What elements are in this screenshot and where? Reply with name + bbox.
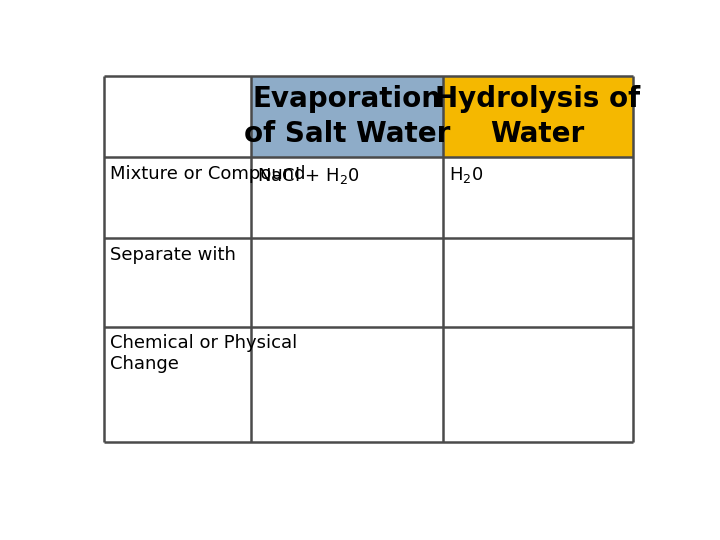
Text: Separate with: Separate with <box>110 246 236 264</box>
Text: Chemical or Physical
Change: Chemical or Physical Change <box>110 334 297 373</box>
Text: NaCl + H$_2$0: NaCl + H$_2$0 <box>258 165 360 186</box>
Bar <box>443 76 632 157</box>
Text: Evaporation
of Salt Water: Evaporation of Salt Water <box>244 85 450 148</box>
Text: H$_2$0: H$_2$0 <box>449 165 483 185</box>
Text: Mixture or Compound: Mixture or Compound <box>110 165 306 183</box>
Bar <box>251 76 443 157</box>
Text: Hydrolysis of
Water: Hydrolysis of Water <box>435 85 640 148</box>
